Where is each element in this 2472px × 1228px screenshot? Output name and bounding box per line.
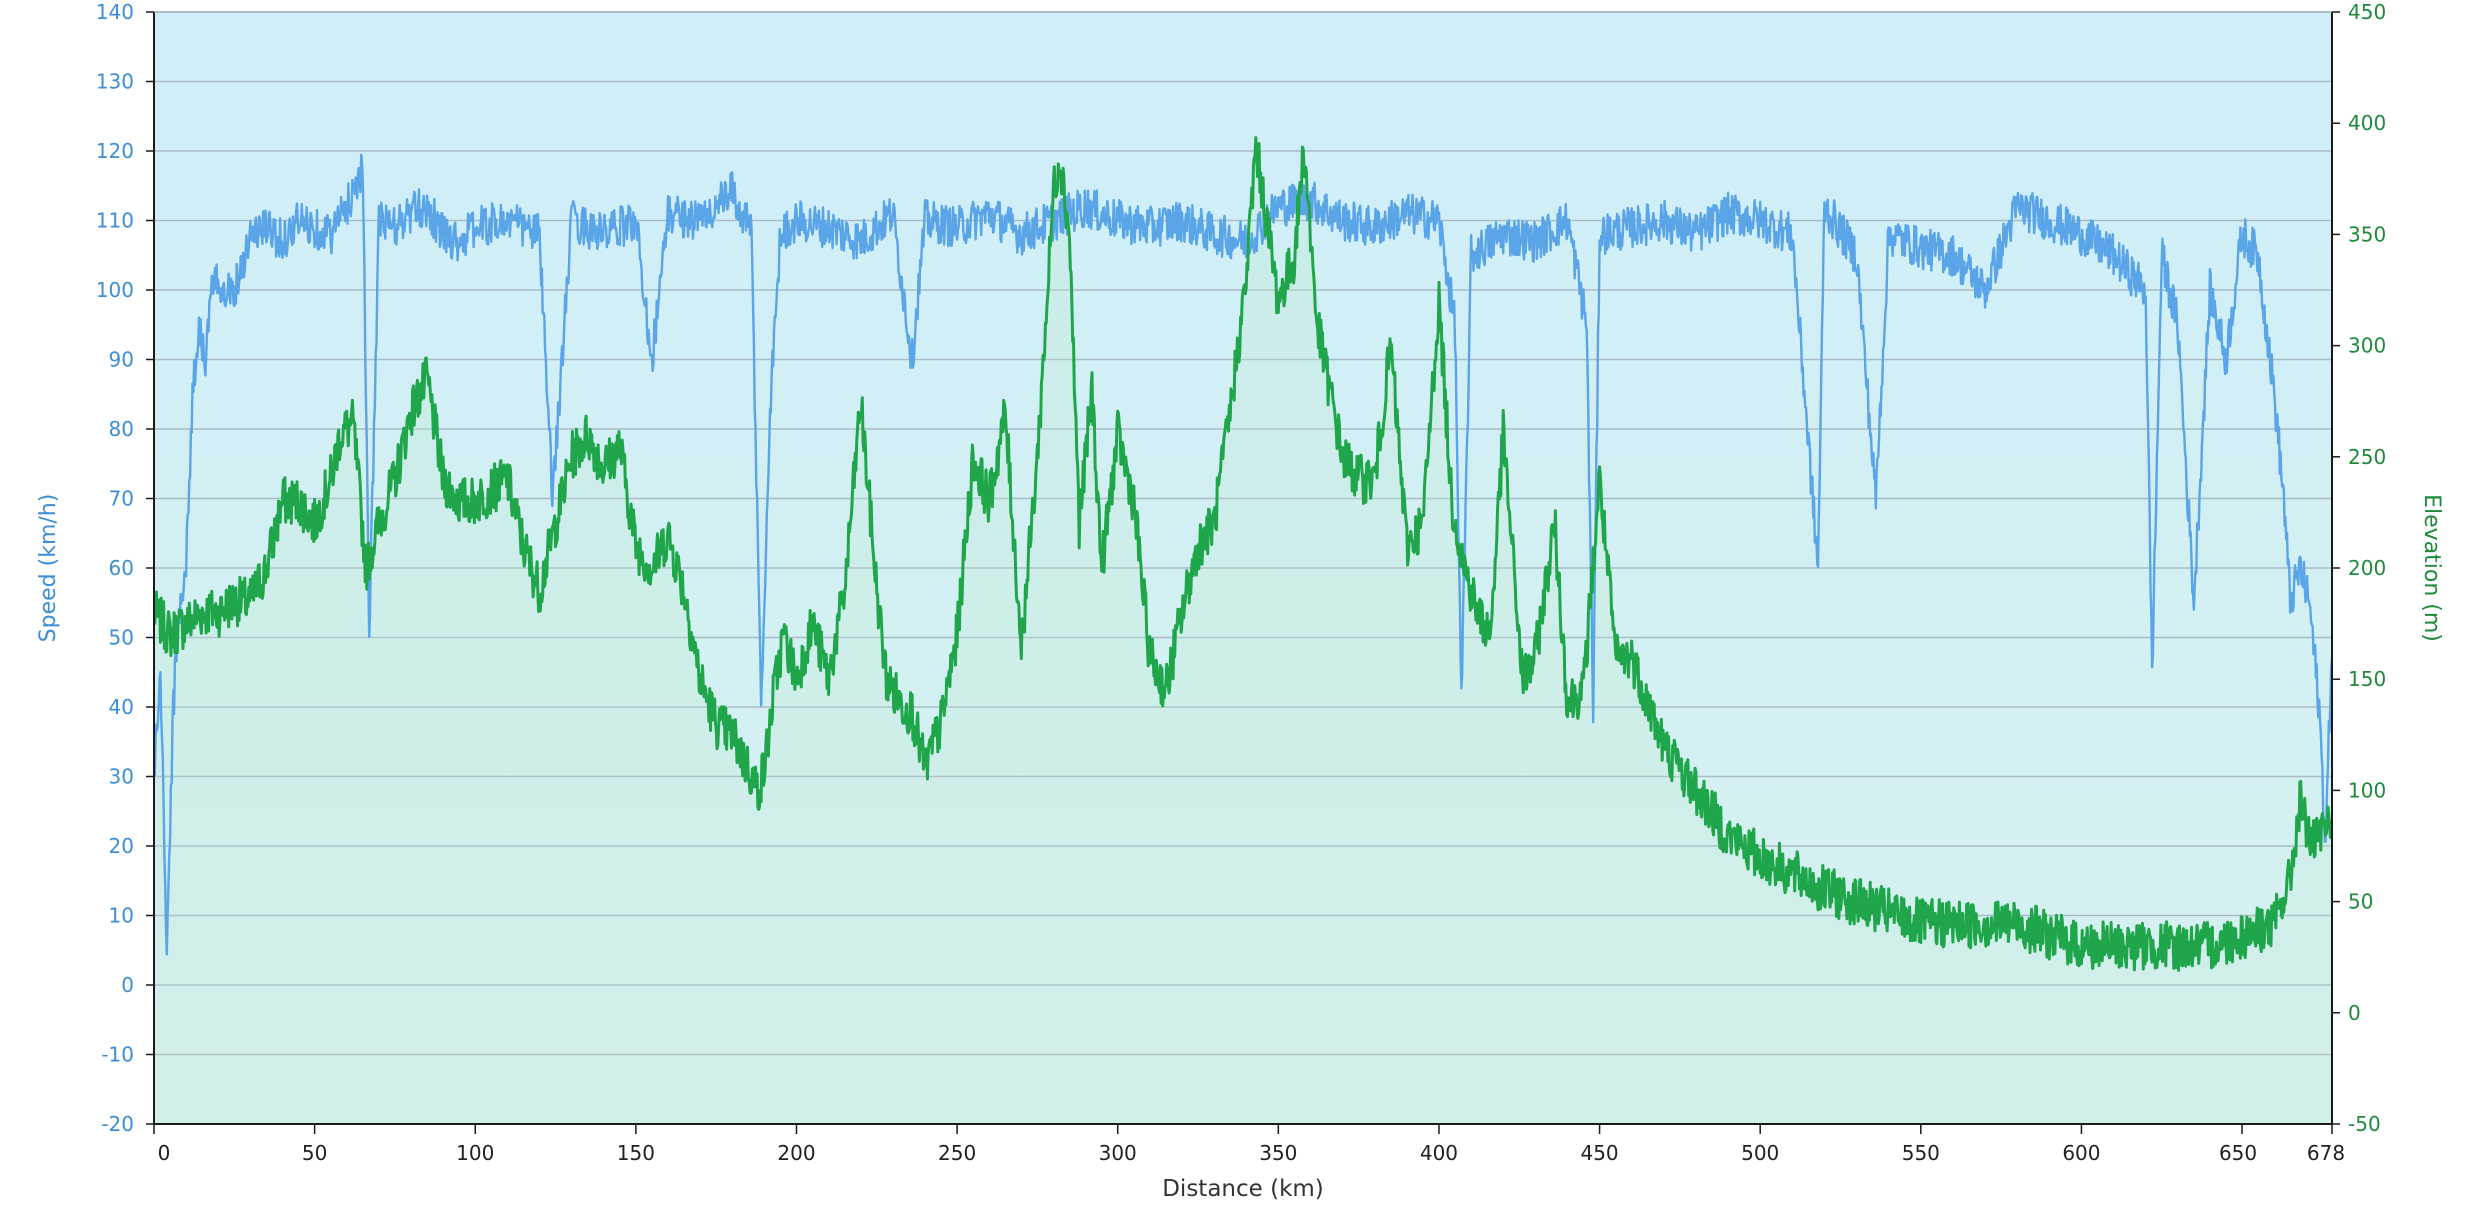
x-tick-label: 678 bbox=[2307, 1141, 2345, 1165]
x-tick-label: 650 bbox=[2219, 1141, 2257, 1165]
left-tick-label: 0 bbox=[121, 973, 134, 997]
left-tick-label: 40 bbox=[109, 695, 134, 719]
left-tick-label: 50 bbox=[109, 626, 134, 650]
left-tick-label: 10 bbox=[109, 904, 134, 928]
left-tick-label: 120 bbox=[96, 139, 134, 163]
x-tick-label: 550 bbox=[1902, 1141, 1940, 1165]
left-tick-label: 80 bbox=[109, 417, 134, 441]
x-tick-label: 350 bbox=[1259, 1141, 1297, 1165]
left-axis-label: Speed (km/h) bbox=[36, 494, 61, 643]
x-tick-label: 400 bbox=[1420, 1141, 1458, 1165]
x-tick-label: 200 bbox=[777, 1141, 815, 1165]
right-tick-label: 50 bbox=[2348, 890, 2373, 914]
x-tick-label: 0 bbox=[158, 1141, 171, 1165]
elevation-series-line bbox=[154, 136, 2332, 972]
right-tick-label: 250 bbox=[2348, 445, 2386, 469]
x-tick-label: 500 bbox=[1741, 1141, 1779, 1165]
x-tick-label: 300 bbox=[1099, 1141, 1137, 1165]
left-tick-label: 30 bbox=[109, 765, 134, 789]
right-tick-label: 200 bbox=[2348, 556, 2386, 580]
right-tick-label: 400 bbox=[2348, 111, 2386, 135]
left-tick-label: 90 bbox=[109, 348, 134, 372]
left-tick-label: -20 bbox=[101, 1112, 134, 1136]
left-tick-label: 110 bbox=[96, 209, 134, 233]
left-tick-label: 100 bbox=[96, 278, 134, 302]
x-tick-label: 450 bbox=[1580, 1141, 1618, 1165]
speed-series-line bbox=[154, 153, 2332, 956]
left-tick-label: 140 bbox=[96, 0, 134, 24]
left-tick-label: 60 bbox=[109, 556, 134, 580]
left-tick-label: 20 bbox=[109, 834, 134, 858]
right-tick-label: -50 bbox=[2348, 1112, 2381, 1136]
x-tick-label: 100 bbox=[456, 1141, 494, 1165]
right-tick-label: 150 bbox=[2348, 667, 2386, 691]
x-tick-label: 250 bbox=[938, 1141, 976, 1165]
right-tick-label: 450 bbox=[2348, 0, 2386, 24]
x-tick-label: 50 bbox=[302, 1141, 327, 1165]
left-tick-label: 130 bbox=[96, 70, 134, 94]
right-tick-label: 350 bbox=[2348, 222, 2386, 246]
x-tick-label: 150 bbox=[617, 1141, 655, 1165]
right-tick-label: 100 bbox=[2348, 778, 2386, 802]
x-tick-label: 600 bbox=[2062, 1141, 2100, 1165]
right-tick-label: 300 bbox=[2348, 334, 2386, 358]
right-tick-label: 0 bbox=[2348, 1001, 2361, 1025]
right-axis-label: Elevation (m) bbox=[2419, 494, 2444, 642]
plot-series bbox=[154, 136, 2332, 1124]
axes: -20 -10 0 10 20 30 40 50 60 70 80 90 100 110 120 130 140… bbox=[96, 0, 2386, 1165]
left-tick-label: -10 bbox=[101, 1043, 134, 1067]
x-axis-label: Distance (km) bbox=[1162, 1176, 1324, 1202]
left-tick-label: 70 bbox=[109, 487, 134, 511]
